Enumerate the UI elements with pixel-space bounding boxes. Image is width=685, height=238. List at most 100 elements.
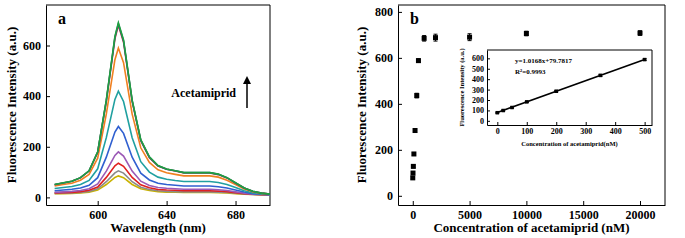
x-axis-line <box>488 125 653 126</box>
y-tick-label: 200 <box>472 96 484 105</box>
data-point <box>433 35 438 40</box>
data-point <box>467 35 472 40</box>
y-tick-mark <box>46 147 50 148</box>
x-axis: 0 100 200 300 400 500 <box>488 122 653 136</box>
y-tick: 0 <box>35 191 50 205</box>
x-tick-mark <box>167 201 168 205</box>
y-axis: 0100200300400500600 <box>472 51 490 126</box>
plot-frame <box>46 5 270 205</box>
x-tick-label: 300 <box>580 127 592 136</box>
x-tick: 300 <box>580 122 592 136</box>
x-tick: 15000 <box>569 201 599 222</box>
y-tick-label: 400 <box>23 89 41 103</box>
data-point <box>524 31 529 36</box>
x-tick: 600 <box>89 201 107 222</box>
y-tick-label: 100 <box>472 106 484 115</box>
y-axis-title: Fluorescence Intensity (a.u.) <box>4 27 19 183</box>
y-axis-title: Fluorescence Intensity (a.u.) <box>354 27 369 183</box>
data-point <box>638 31 643 36</box>
x-tick-mark <box>640 201 641 205</box>
panel-1: 0 5000 10000 15000 20000 0 200 400 600 800 Concent… <box>354 5 666 235</box>
y-tick: 500 <box>472 65 490 74</box>
x-axis: 05000100001500020000 <box>399 201 666 222</box>
x-axis-title: Wavelength (nm) <box>110 220 206 235</box>
y-tick: 0 <box>480 117 490 126</box>
x-tick-mark <box>645 122 646 125</box>
y-axis-line <box>46 6 47 206</box>
y-tick-mark <box>487 110 490 111</box>
x-tick-label: 680 <box>227 208 245 222</box>
x-tick-mark <box>98 201 99 205</box>
error-bar <box>413 129 417 133</box>
error-bar <box>415 93 419 98</box>
arrow-head <box>243 76 251 84</box>
x-tick: 5000 <box>458 201 482 222</box>
panel-label: a <box>58 10 66 27</box>
y-tick-mark <box>398 104 402 105</box>
series-line <box>55 24 270 194</box>
x-axis: 600 640 680 <box>47 201 271 222</box>
x-axis-title: Concentration of acetamiprid(nM) <box>521 140 617 148</box>
y-tick-mark <box>46 96 50 97</box>
y-tick: 400 <box>375 97 402 111</box>
x-tick: 0 <box>496 122 500 136</box>
error-bar <box>468 34 472 41</box>
y-tick-mark <box>46 197 50 198</box>
error-bar <box>422 36 426 42</box>
y-tick: 200 <box>23 140 50 154</box>
plot-area <box>55 23 270 195</box>
series-line <box>497 60 644 113</box>
data-point <box>410 171 415 176</box>
y-tick: 200 <box>375 143 402 157</box>
y-tick-label: 200 <box>23 140 41 154</box>
x-tick-label: 100 <box>521 127 533 136</box>
y-tick-mark <box>487 69 490 70</box>
y-tick: 600 <box>472 54 490 63</box>
plot-frame <box>487 50 652 125</box>
x-tick-mark <box>586 122 587 125</box>
panel-0: 600 640 680 0 200 400 600Wavelength (nm) Fluore… <box>4 5 271 235</box>
y-tick-mark <box>487 79 490 80</box>
series-line <box>55 25 270 194</box>
panel-2: 01002003004005000100200300400500600Conce… <box>458 48 653 148</box>
x-tick-mark <box>527 122 528 125</box>
y-tick-mark <box>398 150 402 151</box>
y-tick-mark <box>487 58 490 59</box>
data-point <box>416 58 421 63</box>
y-tick-mark <box>487 90 490 91</box>
error-bar <box>433 34 437 41</box>
error-bar <box>524 31 528 36</box>
y-tick-label: 400 <box>375 97 393 111</box>
data-point <box>411 164 416 169</box>
y-tick-label: 800 <box>375 5 393 19</box>
x-axis-title: Concentration of acetamiprid (nM) <box>433 220 629 235</box>
y-tick-label: 500 <box>472 65 484 74</box>
series-line <box>55 91 270 194</box>
y-tick-mark <box>398 196 402 197</box>
x-tick: 400 <box>610 122 622 136</box>
error-bar <box>416 59 420 63</box>
x-tick: 500 <box>639 122 651 136</box>
y-tick-mark <box>46 46 50 47</box>
y-tick: 200 <box>472 96 490 105</box>
x-tick-mark <box>236 201 237 205</box>
figure-container: 6006406800200400600Wavelength (nm)Fluore… <box>0 0 685 238</box>
x-tick-label: 20000 <box>626 208 656 222</box>
x-tick: 640 <box>158 201 176 222</box>
x-tick-label: 200 <box>551 127 563 136</box>
y-tick: 100 <box>472 106 490 115</box>
y-tick-label: 0 <box>35 191 41 205</box>
x-tick-mark <box>526 201 527 205</box>
x-tick-mark <box>497 122 498 125</box>
y-tick-mark <box>398 12 402 13</box>
y-tick-label: 600 <box>472 54 484 63</box>
series-line <box>55 23 270 194</box>
x-tick-mark <box>470 201 471 205</box>
x-tick-mark <box>583 201 584 205</box>
annotation: R²=0.9993 <box>515 68 546 76</box>
x-tick: 10000 <box>512 201 542 222</box>
plot-area <box>495 58 646 115</box>
data-point <box>422 36 427 41</box>
x-tick-mark <box>413 201 414 205</box>
x-tick-mark <box>615 122 616 125</box>
